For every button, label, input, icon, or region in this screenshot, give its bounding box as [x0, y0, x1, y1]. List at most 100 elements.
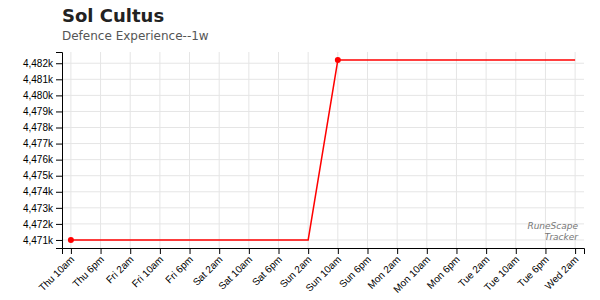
grid-line [130, 52, 131, 248]
tick-label: 4,472k [23, 219, 54, 230]
tick-mark [101, 248, 102, 254]
tick-label: 4,473k [23, 203, 54, 214]
tick-mark [56, 208, 62, 209]
tick: Wed 2am [543, 248, 581, 292]
chart: Sol CultusDefence Experience--1w4,471k4,… [0, 0, 600, 300]
tick-mark [56, 111, 62, 112]
tick-label: Fri 10am [130, 254, 166, 290]
grid-line [486, 52, 487, 248]
point [335, 57, 341, 63]
marks [68, 57, 575, 243]
tick: Sun 10am [303, 248, 343, 294]
tick: Tue 10am [482, 248, 521, 293]
tick-mark [56, 128, 62, 129]
tick-label: Thu 6pm [70, 254, 106, 290]
line [71, 60, 575, 240]
axis-line [56, 53, 63, 249]
grid-line [62, 111, 584, 112]
tick-mark [56, 79, 62, 80]
grid-line [545, 52, 546, 248]
grid [62, 52, 584, 248]
grid-line [62, 63, 584, 64]
tick-mark [56, 63, 62, 64]
tick: Fri 10am [130, 248, 166, 289]
tick-label: Thu 10am [37, 254, 77, 294]
grid-line [189, 52, 190, 248]
y-axis: 4,471k 4,472k 4,473k 4,474k 4,475k 4,476k 4,47… [23, 53, 63, 249]
grid-line [575, 52, 576, 248]
tick: 4,472k [23, 219, 62, 230]
tick: Sat 10am [216, 248, 254, 292]
grid-line [62, 95, 584, 96]
tick-mark [367, 248, 368, 254]
tick-mark [56, 224, 62, 225]
grid-line [100, 52, 101, 248]
tick-label: 4,478k [23, 122, 54, 133]
tick: 4,478k [23, 122, 62, 133]
tick: Thu 6pm [70, 248, 106, 289]
tick-mark [486, 248, 487, 254]
tick: Thu 10am [37, 248, 77, 293]
tick-mark [56, 192, 62, 193]
tick-label: Sun 10am [303, 254, 343, 294]
tick-mark [56, 144, 62, 145]
tick: Mon 6pm [425, 248, 462, 291]
tick-mark [279, 248, 280, 254]
grid-line [515, 52, 516, 248]
tick: 4,475k [23, 170, 62, 181]
grid-line [308, 52, 309, 248]
grid-line [337, 52, 338, 248]
tick: 4,477k [23, 138, 62, 149]
tick-mark [56, 160, 62, 161]
tick: 4,471k [23, 235, 62, 246]
tick-label: 4,471k [23, 235, 54, 246]
tick-mark [338, 248, 339, 254]
tick-label: 4,475k [23, 170, 54, 181]
title: Sol Cultus [62, 5, 164, 26]
axis-line [63, 249, 585, 255]
tick-label: Sat 10am [216, 254, 254, 292]
tick: 4,480k [23, 90, 62, 101]
tick-mark [249, 248, 250, 254]
tick-mark [56, 95, 62, 96]
tick-label: 4,480k [23, 90, 54, 101]
grid-line [278, 52, 279, 248]
annotation: RuneScapeTracker [527, 221, 579, 242]
grid-line [62, 191, 584, 192]
grid-line [248, 52, 249, 248]
tick: Mon 10am [391, 248, 432, 295]
tick-label: 4,481k [23, 74, 54, 85]
tick-mark [427, 248, 428, 254]
tick: 4,481k [23, 74, 62, 85]
tick-mark [219, 248, 220, 254]
plot: 4,471k 4,472k 4,473k 4,474k 4,475k 4,476k 4,47… [23, 52, 585, 295]
tick: 4,482k [23, 58, 62, 69]
tick-mark [308, 248, 309, 254]
grid-line [62, 143, 584, 144]
tick-label: Tue 10am [482, 254, 521, 293]
grid-line [62, 207, 584, 208]
grid-line [367, 52, 368, 248]
tick-label: 4,476k [23, 154, 54, 165]
tick-label: 4,474k [23, 186, 54, 197]
tick-label: 4,479k [23, 106, 54, 117]
tick-mark [575, 248, 576, 254]
tick: 4,473k [23, 203, 62, 214]
tick-mark [190, 248, 191, 254]
grid-line [62, 223, 584, 224]
tick-label: Mon 10am [391, 254, 432, 295]
tick-label: Wed 2am [543, 254, 581, 292]
tick-mark [56, 240, 62, 241]
grid-line [159, 52, 160, 248]
grid-line [70, 52, 71, 248]
tick-mark [456, 248, 457, 254]
tick-mark [516, 248, 517, 254]
grid-line [456, 52, 457, 248]
tick-mark [71, 248, 72, 254]
grid-line [62, 159, 584, 160]
tick: 4,479k [23, 106, 62, 117]
x-axis: Thu 10amThu 6pmFri 2amFri 10amFri 6pmSat… [37, 248, 585, 295]
tick: 4,474k [23, 186, 62, 197]
tick-mark [160, 248, 161, 254]
point [68, 237, 74, 243]
